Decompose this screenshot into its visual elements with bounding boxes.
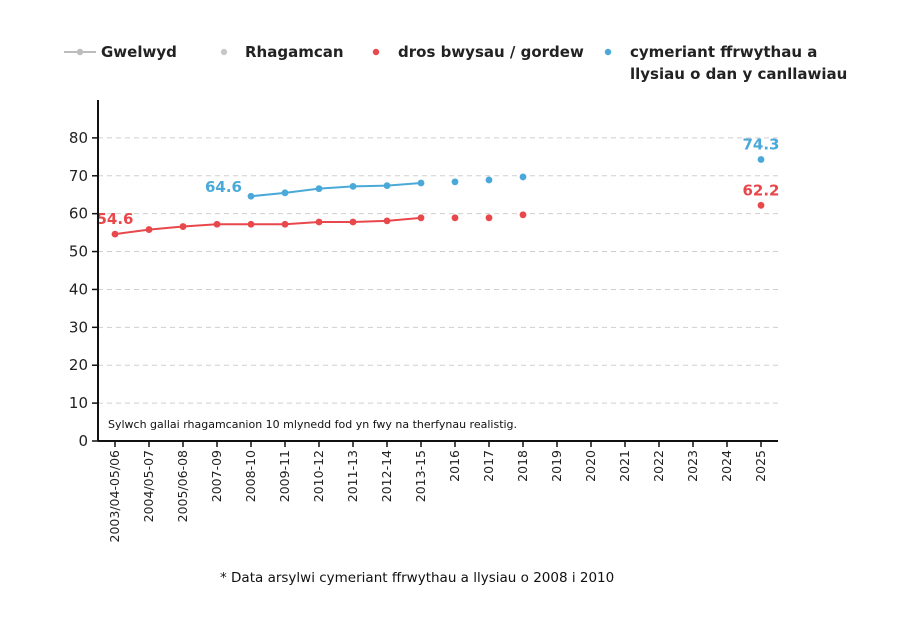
- legend-fruitveg-label-line1: cymeriant ffrwythau a: [630, 43, 817, 61]
- observed-point: [417, 179, 425, 187]
- y-tick-label: 0: [78, 432, 88, 450]
- forecast-point: [757, 201, 765, 209]
- y-tick-label: 50: [69, 243, 88, 261]
- y-tick-label: 40: [69, 280, 88, 298]
- x-tick-label: 2009-11: [277, 450, 292, 502]
- observed-point: [349, 182, 357, 190]
- x-tick-label: 2007-09: [209, 450, 224, 502]
- x-tick-label: 2008-10: [243, 450, 258, 502]
- observed-point: [281, 189, 289, 197]
- data-label: 54.6: [96, 210, 133, 228]
- x-tick-label: 2025: [753, 450, 768, 482]
- series-line-1: [250, 181, 422, 198]
- forecast-point: [757, 156, 765, 163]
- legend-forecast-label: Rhagamcan: [245, 43, 344, 61]
- y-tick-label: 30: [69, 318, 88, 336]
- observed-point: [315, 185, 323, 193]
- data-label: 62.2: [742, 181, 779, 199]
- x-tick-label: 2022: [651, 450, 666, 482]
- x-tick-label: 2010-12: [311, 450, 326, 502]
- x-tick-label: 2021: [617, 450, 632, 482]
- data-label: 64.6: [205, 178, 242, 196]
- y-tick-label: 60: [69, 205, 88, 223]
- y-tick-label: 20: [69, 356, 88, 374]
- legend-forecast-marker: [220, 48, 228, 56]
- x-tick-label: 2003/04-05/06: [107, 450, 122, 543]
- series-layer: [111, 156, 765, 238]
- observed-point: [383, 182, 391, 190]
- forecast-point: [519, 173, 527, 181]
- y-tick-label: 80: [69, 129, 88, 147]
- observed-point: [179, 223, 187, 230]
- observed-point: [247, 220, 255, 228]
- x-tick-label: 2004/05-07: [141, 450, 156, 522]
- footnote: * Data arsylwi cymeriant ffrwythau a lly…: [220, 570, 614, 586]
- x-tick-label: 2020: [583, 450, 598, 482]
- observed-point: [315, 218, 323, 226]
- forecast-point: [451, 178, 459, 186]
- observed-point: [213, 220, 221, 228]
- data-labels: 54.6 62.2 64.6 74.3: [96, 135, 779, 228]
- observed-point: [383, 217, 391, 225]
- x-tick-label: 2017: [481, 450, 496, 482]
- x-tick-label: 2011-13: [345, 450, 360, 502]
- y-tick-label: 10: [69, 394, 88, 412]
- forecast-point: [451, 214, 459, 222]
- observed-point: [349, 218, 357, 226]
- legend: Gwelwyd Rhagamcan dros bwysau / gordew c…: [64, 43, 847, 83]
- series-line-0: [114, 216, 422, 236]
- x-tick-label: 2012-14: [379, 450, 394, 502]
- forecast-point: [485, 176, 493, 184]
- projection-note: Sylwch gallai rhagamcanion 10 mlynedd fo…: [108, 418, 517, 431]
- data-label: 74.3: [742, 135, 779, 153]
- observed-point: [417, 214, 425, 222]
- x-tick-label: 2023: [685, 450, 700, 482]
- legend-observed-label: Gwelwyd: [101, 43, 177, 61]
- legend-observed-marker: [76, 48, 84, 56]
- observed-point: [145, 226, 153, 233]
- y-axis-ticks: 0 10 20 30 40 50 60 70 80: [69, 129, 98, 450]
- legend-fruitveg-marker: [604, 48, 612, 56]
- x-tick-label: 2005/06-08: [175, 450, 190, 522]
- x-tick-label: 2019: [549, 450, 564, 482]
- observed-point: [281, 220, 289, 228]
- x-tick-label: 2016: [447, 450, 462, 482]
- y-tick-label: 70: [69, 167, 88, 185]
- legend-overweight-label: dros bwysau / gordew: [398, 43, 584, 61]
- forecast-point: [485, 214, 493, 222]
- gridlines: [98, 137, 778, 404]
- observed-point: [111, 230, 119, 238]
- legend-fruitveg-label-line2: llysiau o dan y canllawiau: [630, 65, 847, 83]
- x-tick-label: 2013-15: [413, 450, 428, 502]
- observed-point: [247, 192, 255, 200]
- forecast-point: [519, 211, 527, 219]
- x-axis-ticks: 2003/04-05/06 2004/05-07 2005/06-08 2007-09…: [107, 441, 768, 542]
- legend-overweight-marker: [372, 48, 380, 56]
- x-tick-label: 2024: [719, 450, 734, 482]
- x-tick-label: 2018: [515, 450, 530, 482]
